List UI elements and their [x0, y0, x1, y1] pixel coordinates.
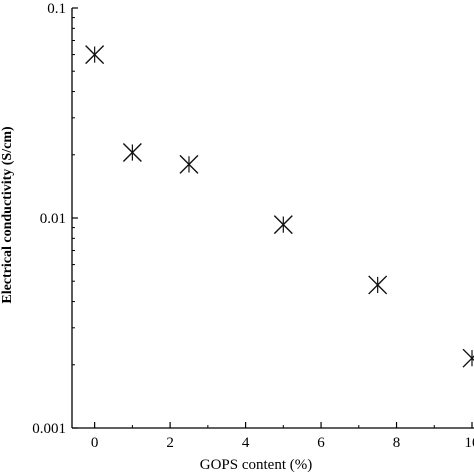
x-tick-label: 10 [465, 435, 474, 451]
y-tick-label: 0.001 [32, 421, 66, 437]
x-tick-label: 2 [166, 435, 174, 451]
y-tick-label: 0.1 [47, 1, 66, 17]
x-tick-label: 8 [393, 435, 401, 451]
y-axis-label: Electrical conductivity (S/cm) [0, 126, 15, 304]
x-tick-label: 4 [242, 435, 250, 451]
data-point [368, 275, 388, 295]
data-point [179, 154, 199, 174]
x-tick-label: 6 [317, 435, 325, 451]
ticks: 0 2 4 6 8 10 0.001 0.01 0.1 [32, 1, 474, 451]
x-axis-label: GOPS content (%) [200, 457, 313, 473]
data-point [122, 143, 142, 163]
x-tick-label: 0 [91, 435, 99, 451]
data-point [85, 45, 105, 65]
data-points [85, 45, 474, 368]
y-tick-label: 0.01 [40, 211, 66, 227]
data-point [273, 215, 293, 235]
data-point [462, 348, 474, 368]
